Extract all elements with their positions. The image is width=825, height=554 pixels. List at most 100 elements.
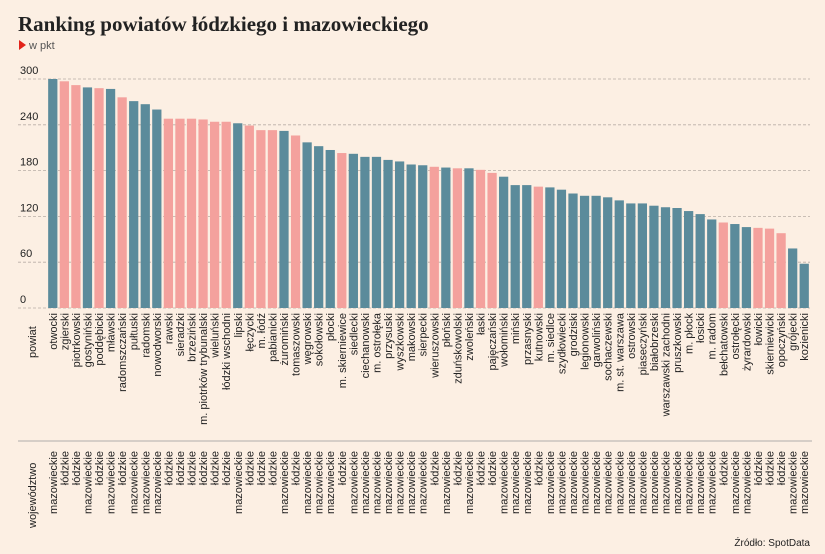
x-tick-label: piaseczyński [637,313,649,375]
x-tick-label: m. piotrków trybunalski [198,313,210,425]
x-tick-label: sochaczewski [603,313,615,381]
bar [579,195,590,308]
region-label: mazowieckie [649,451,661,514]
bar [626,203,636,308]
region-label: mazowieckie [626,451,638,514]
region-label: mazowieckie [580,451,592,514]
region-label: łódzkie [175,451,187,485]
bar [244,125,254,309]
x-tick-label: siedlecki [348,313,360,355]
bar [464,168,474,308]
region-label: mazowieckie [371,451,383,514]
bar [290,135,301,308]
region-label: łódzkie [71,451,83,485]
bar [267,130,278,308]
region-label: mazowieckie [348,451,360,514]
source: Źródło: SpotData [734,536,810,549]
region-label: mazowieckie [788,451,800,514]
x-tick-label: m. płock [684,313,696,354]
region-label: łódzkie [776,451,788,485]
region-label: łódzkie [117,451,129,485]
x-tick-label: m. siedlce [545,313,557,363]
bar [707,219,717,308]
region-label: mazowieckie [233,451,245,514]
x-tick-label: zgierski [59,313,71,350]
bar [406,164,416,308]
x-tick-label: m. ostrołęka [371,312,383,373]
region-label: mazowieckie [406,451,418,514]
x-tick-label: węgrowski [302,313,314,365]
x-tick-label: garwoliński [591,313,603,367]
x-tick-label: radomski [140,313,152,358]
x-tick-label: kozienicki [799,313,811,361]
bar [59,81,69,308]
x-tick-label: białobrzeski [649,313,661,371]
bar [487,172,497,308]
x-tick-label: wołomiński [499,313,511,368]
region-label: mazowieckie [684,451,696,514]
region-label: mazowieckie [383,451,395,514]
x-tick-label: łęczycki [244,313,256,352]
bar [371,156,382,308]
x-tick-label: brzeziński [187,313,199,362]
x-tick-label: miński [510,313,522,344]
x-tick-label: wieluński [210,313,222,359]
x-tick-label: pajęczański [487,313,499,370]
x-tick-label: grodziski [568,313,580,356]
bar [221,121,231,308]
region-label: łódzkie [487,451,499,485]
bar [764,228,775,308]
bar [325,149,335,308]
y-tick-label: 0 [20,294,26,306]
bar [279,130,289,308]
bar [210,121,220,308]
region-label: łódzkie [221,451,233,485]
x-tick-label: żuromiński [279,313,291,366]
x-tick-label: wieruszowski [429,313,441,379]
region-label: łódzkie [765,451,777,485]
bar [94,88,104,308]
x-tick-label: nowodworski [152,313,164,377]
region-label: łódzkie [291,451,303,485]
bar [105,88,116,308]
bar [152,109,162,309]
region-label: mazowieckie [741,451,753,514]
bar [429,166,439,308]
x-tick-label: łaski [476,313,488,335]
x-tick-label: poddębicki [94,313,106,366]
x-tick-label: radomszczański [117,313,129,392]
bar [672,208,682,308]
x-tick-label: przasnyski [522,313,534,365]
region-label: mazowieckie [545,451,557,514]
bar [614,200,624,308]
x-tick-label: pabianicki [267,313,279,362]
x-tick-label: m. st. warszawa [614,312,626,392]
bar [452,168,463,308]
region-label: mazowieckie [395,451,407,514]
bar [591,195,601,308]
region-label: mazowieckie [360,451,372,514]
bar [510,185,520,308]
bar [186,118,197,309]
y-tick-label: 180 [20,157,38,169]
y-tick-label: 120 [20,202,38,214]
bar [649,205,659,308]
x-tick-label: przysuski [383,313,395,359]
x-tick-label: grójecki [788,313,800,351]
x-tick-label: makowski [406,313,418,361]
x-tick-label: pułtuski [129,313,141,350]
bar [776,233,786,308]
region-label: łódzkie [94,451,106,485]
x-tick-label: otwocki [48,313,60,350]
y-tick-label: 300 [20,65,38,77]
x-tick-label: sieradzki [175,313,187,356]
region-label: mazowieckie [568,451,580,514]
x-tick-label: zduńskowolski [452,313,464,384]
x-tick-label: skierniewicki [765,313,777,375]
region-label: mazowieckie [799,451,811,514]
bar [82,87,93,308]
region-label: mazowieckie [660,451,672,514]
bar [660,207,671,308]
bar [637,203,647,308]
